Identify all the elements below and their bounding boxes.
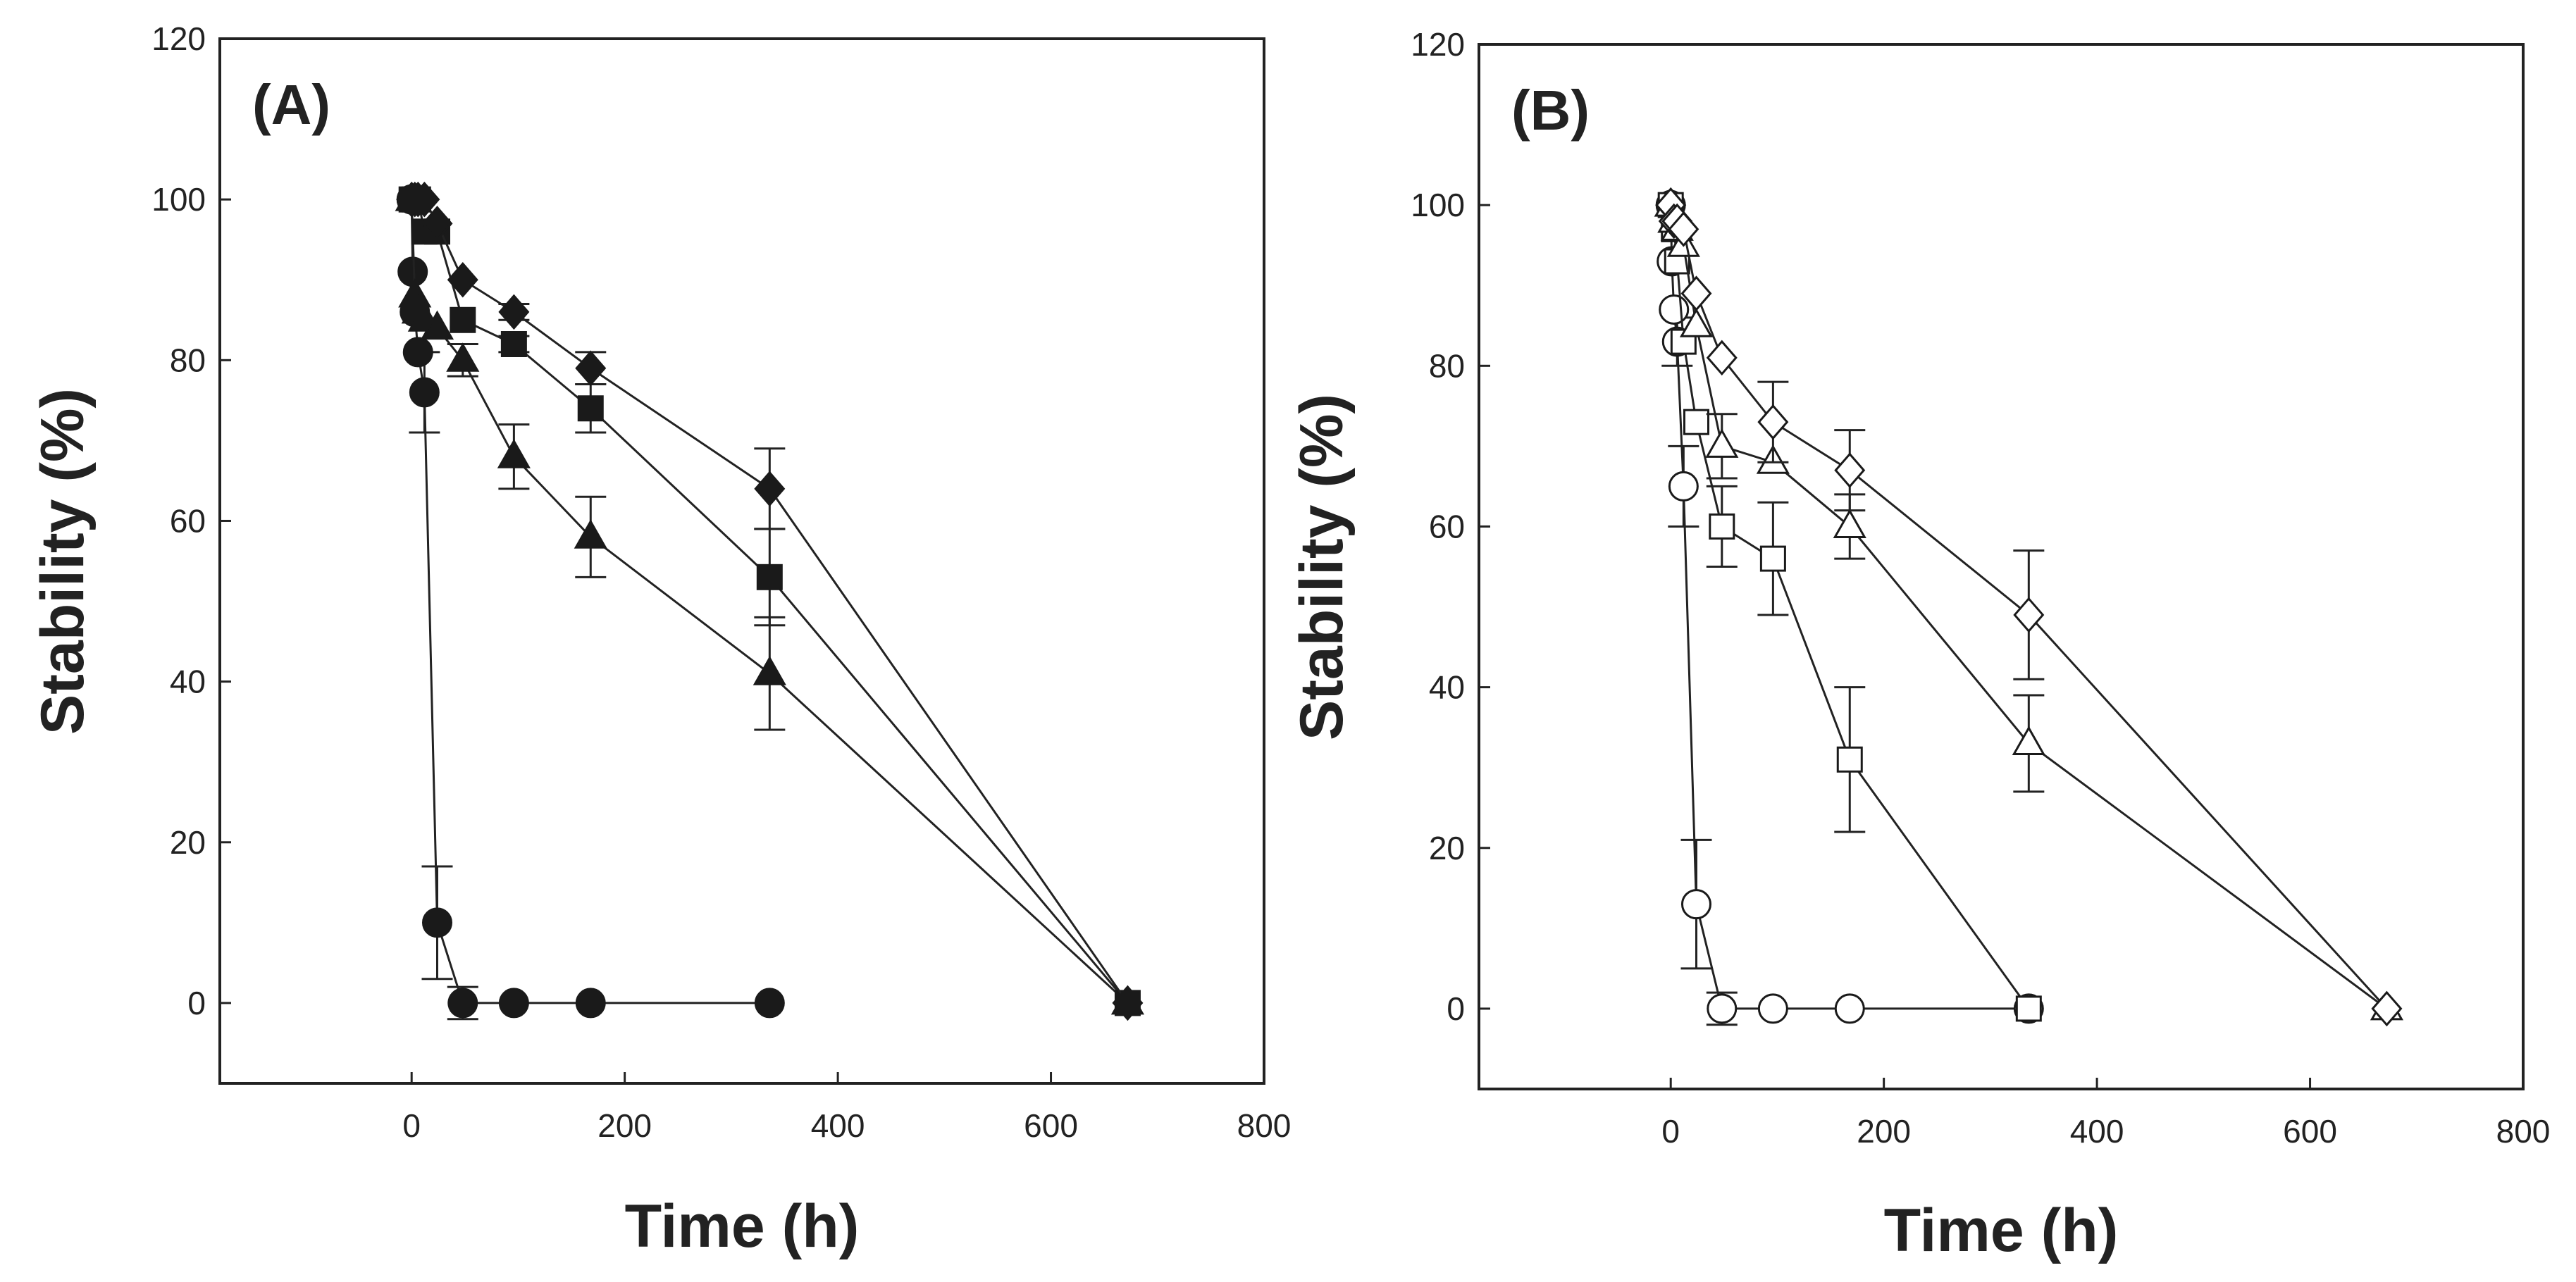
data-point <box>447 261 478 298</box>
data-point <box>1833 509 1866 538</box>
data-point <box>1659 294 1690 325</box>
x-tick-label-b: 200 <box>1857 1113 1911 1150</box>
data-point <box>500 330 527 357</box>
data-point <box>402 337 433 368</box>
data-point <box>498 294 530 330</box>
x-tick-label-b: 400 <box>2070 1113 2124 1150</box>
data-point <box>575 350 607 387</box>
data-point <box>447 988 478 1019</box>
plot-area-b <box>1654 187 2404 1027</box>
data-point <box>446 342 480 372</box>
series-open-diamond-b <box>1655 187 2403 1027</box>
x-tick-label-a: 200 <box>597 1107 652 1144</box>
y-tick-label-b: 80 <box>1429 347 1465 384</box>
y-tick-label-a: 80 <box>170 342 206 378</box>
data-point <box>575 988 606 1019</box>
data-point <box>421 206 453 242</box>
data-point <box>409 377 440 408</box>
data-point <box>1680 889 1711 920</box>
panel-a: (A) Time (h) Stability (%) 0 20 40 60 80 100 1… <box>29 20 1291 1260</box>
data-point <box>1706 340 1738 376</box>
series-line <box>1669 205 2029 1010</box>
data-point <box>1707 993 1738 1024</box>
data-point <box>2012 726 2045 755</box>
data-point <box>1757 993 1788 1024</box>
panel-label-b: (B) <box>1511 79 1590 142</box>
data-point <box>2015 995 2042 1022</box>
plot-frame-b <box>1478 43 2525 1090</box>
ticks-a: 0 20 40 60 80 100 120 0 200 400 600 800 <box>151 20 1291 1144</box>
data-point <box>1709 513 1735 540</box>
data-point <box>754 471 786 507</box>
x-tick-label-a: 0 <box>402 1107 421 1144</box>
panel-label-a: (A) <box>252 73 330 136</box>
y-tick-label-b: 0 <box>1447 990 1465 1027</box>
data-point <box>756 564 783 590</box>
x-tick-label-a: 600 <box>1024 1107 1078 1144</box>
y-tick-label-a: 20 <box>170 824 206 861</box>
x-axis-title-b: Time (h) <box>1884 1197 2119 1264</box>
x-tick-label-b: 0 <box>1661 1113 1680 1150</box>
data-point <box>1679 308 1714 337</box>
x-tick-label-b: 600 <box>2283 1113 2337 1150</box>
data-point <box>1705 428 1739 458</box>
data-point <box>1112 985 1144 1021</box>
data-point <box>1683 409 1709 435</box>
panel-b: (B) Time (h) Stability (%) 0 20 40 60 80 100 1… <box>1288 26 2550 1264</box>
y-tick-label-b: 120 <box>1411 26 1465 63</box>
series-open-square-b <box>1657 192 2042 1022</box>
y-tick-label-b: 100 <box>1411 187 1465 223</box>
data-point <box>1834 452 1866 488</box>
data-point <box>1668 471 1699 502</box>
y-tick-label-b: 20 <box>1429 830 1465 866</box>
data-point <box>498 988 529 1019</box>
y-tick-label-a: 40 <box>170 664 206 700</box>
y-tick-label-a: 120 <box>151 20 206 57</box>
y-tick-label-a: 100 <box>151 181 206 218</box>
x-tick-label-b: 800 <box>2496 1113 2551 1150</box>
data-point <box>420 310 454 340</box>
data-point <box>1668 211 1699 247</box>
y-tick-label-b: 60 <box>1429 508 1465 544</box>
y-axis-title-b: Stability (%) <box>1288 394 1356 740</box>
ticks-b: 0 20 40 60 80 100 120 0 200 400 600 800 <box>1411 26 2550 1150</box>
x-tick-label-a: 800 <box>1237 1107 1292 1144</box>
y-axis-title-a: Stability (%) <box>29 388 97 735</box>
plot-area-a <box>395 181 1145 1021</box>
y-tick-label-a: 60 <box>170 502 206 539</box>
data-point <box>2013 597 2045 633</box>
data-point <box>1757 404 1789 440</box>
data-point <box>1836 746 1863 773</box>
data-point <box>577 395 604 422</box>
y-tick-label-b: 40 <box>1429 669 1465 706</box>
data-point <box>2371 990 2403 1027</box>
series-filled-diamond-a <box>396 181 1144 1021</box>
series-line <box>1669 204 2030 1009</box>
x-axis-title-a: Time (h) <box>625 1193 860 1260</box>
plot-frame-a <box>218 37 1265 1085</box>
data-point <box>1680 275 1712 311</box>
data-point <box>753 656 786 685</box>
data-point <box>497 439 531 468</box>
data-point <box>1759 545 1786 572</box>
x-tick-label-a: 400 <box>811 1107 865 1144</box>
data-point <box>421 907 452 938</box>
data-point <box>409 181 440 218</box>
y-tick-label-a: 0 <box>187 985 206 1021</box>
data-point <box>1834 993 1865 1024</box>
data-point <box>574 519 607 549</box>
series-open-circle-b <box>1655 189 2044 1026</box>
data-point <box>754 988 785 1019</box>
data-point <box>450 306 476 333</box>
